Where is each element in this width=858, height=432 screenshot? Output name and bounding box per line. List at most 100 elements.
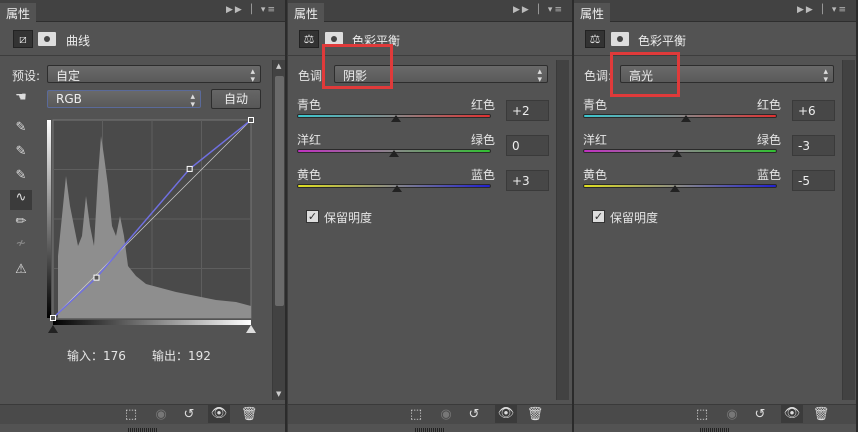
resize-grip[interactable] (415, 428, 445, 432)
slider-left-label: 洋红 (297, 133, 322, 147)
clip-to-layer-icon[interactable]: ⬚ (124, 407, 138, 422)
layer-mask-icon[interactable] (38, 32, 56, 46)
curve-control-point[interactable] (186, 165, 193, 172)
slider-value-field[interactable]: -5 (792, 170, 835, 191)
scrollbar-thumb[interactable] (275, 76, 284, 306)
tone-value: 阴影 (343, 69, 368, 83)
visibility-eye-icon[interactable]: 👁 (781, 405, 803, 423)
reset-icon[interactable]: ↺ (468, 407, 480, 422)
color-balance-panel: 属性 ▶▶ │ ▾≡ ⚖ 色彩平衡 色调: 高光 ▴ ▾ 青色 红色 +6 洋红 绿色 -… (574, 0, 858, 432)
clipping-warning-icon[interactable]: ⚠ (15, 262, 27, 277)
tab-bar: 属性 ▶▶ │ ▾≡ (288, 0, 572, 23)
panel-footer: ⬚ ◉ ↺ 👁 🗑 (288, 404, 572, 424)
scrollbar[interactable]: ▲ ▼ (272, 60, 285, 400)
preserve-luminosity-checkbox[interactable]: ✓ (592, 210, 605, 223)
slider-value-field[interactable]: -3 (792, 135, 835, 156)
hand-adjust-icon[interactable]: ☚ (15, 90, 27, 105)
input-readout: 输入：176 (67, 349, 126, 363)
curves-graph[interactable] (46, 116, 258, 334)
channel-dropdown[interactable]: RGB ▴ ▾ (47, 90, 201, 110)
slider-thumb[interactable] (672, 150, 683, 157)
pencil-icon[interactable]: ✏ (15, 214, 27, 229)
updown-icon: ▴ ▾ (250, 67, 255, 85)
delete-icon[interactable]: 🗑 (526, 407, 544, 422)
tone-dropdown[interactable]: 高光 ▴ ▾ (620, 65, 834, 85)
slider-left-label: 青色 (583, 98, 608, 112)
slider-value-field[interactable]: 0 (506, 135, 549, 156)
preset-label: 预设: (12, 69, 41, 83)
panel-menu-icon[interactable]: ▶▶ │ ▾≡ (225, 5, 277, 15)
view-previous-icon[interactable]: ◉ (726, 407, 738, 422)
slider-left-label: 黄色 (583, 168, 608, 182)
curve-control-point[interactable] (248, 117, 254, 123)
panel-footer: ⬚ ◉ ↺ 👁 🗑 (0, 404, 285, 424)
curves-adjustment-icon[interactable]: ⧄ (13, 30, 33, 48)
tab-properties[interactable]: 属性 (0, 3, 37, 23)
tab-bar: 属性 ▶▶ │ ▾≡ (574, 0, 856, 23)
channel-value: RGB (56, 92, 82, 106)
slider-thumb[interactable] (680, 115, 691, 122)
reset-icon[interactable]: ↺ (754, 407, 766, 422)
tone-label: 色调: (584, 69, 613, 83)
curve-line[interactable] (52, 119, 252, 319)
visibility-eye-icon[interactable]: 👁 (208, 405, 230, 423)
delete-icon[interactable]: 🗑 (812, 407, 830, 422)
smooth-icon[interactable]: ≁ (15, 236, 27, 251)
slider-thumb[interactable] (390, 115, 401, 122)
delete-icon[interactable]: 🗑 (240, 407, 258, 422)
curve-control-point[interactable] (93, 274, 100, 281)
view-previous-icon[interactable]: ◉ (155, 407, 167, 422)
slider-value-field[interactable]: +3 (506, 170, 549, 191)
updown-icon: ▴ ▾ (190, 92, 195, 110)
tone-dropdown[interactable]: 阴影 ▴ ▾ (334, 65, 548, 85)
highlight-annotation-box (322, 44, 393, 89)
resize-grip[interactable] (700, 428, 730, 432)
slider-value-field[interactable]: +6 (792, 100, 835, 121)
slider-value-field[interactable]: +2 (506, 100, 549, 121)
panel-menu-icon[interactable]: ▶▶ │ ▾≡ (512, 5, 564, 15)
view-previous-icon[interactable]: ◉ (440, 407, 452, 422)
scrollbar[interactable] (842, 60, 855, 400)
slider-thumb[interactable] (391, 185, 402, 192)
preset-value: 自定 (56, 69, 81, 83)
tab-bar: 属性 ▶▶ │ ▾≡ (0, 0, 285, 23)
visibility-eye-icon[interactable]: 👁 (495, 405, 517, 423)
slider-thumb[interactable] (389, 150, 399, 157)
slider-left-label: 青色 (297, 98, 322, 112)
resize-grip[interactable] (127, 428, 158, 432)
scrollbar[interactable] (556, 60, 569, 400)
slider-right-label: 红色 (471, 98, 496, 112)
clip-to-layer-icon[interactable]: ⬚ (695, 407, 709, 422)
reset-icon[interactable]: ↺ (183, 407, 195, 422)
black-eyedropper-icon[interactable]: ✎ (15, 120, 27, 135)
slider-right-label: 绿色 (471, 133, 496, 147)
preserve-luminosity-label: 保留明度 (610, 211, 659, 225)
tone-value: 高光 (629, 69, 654, 83)
highlight-annotation-box (610, 52, 680, 97)
color-balance-icon[interactable]: ⚖ (585, 30, 605, 48)
clip-to-layer-icon[interactable]: ⬚ (409, 407, 423, 422)
panel-header: ⧄ 曲线 (0, 22, 285, 56)
curve-control-point[interactable] (50, 315, 56, 321)
color-slider-track[interactable] (583, 114, 777, 118)
preserve-luminosity-checkbox[interactable]: ✓ (306, 210, 319, 223)
tab-properties[interactable]: 属性 (288, 3, 325, 23)
output-readout: 输出：192 (152, 349, 211, 363)
preset-dropdown[interactable]: 自定 ▴ ▾ (47, 65, 261, 85)
layer-mask-icon[interactable] (611, 32, 629, 46)
slider-thumb[interactable] (670, 185, 681, 192)
panel-header: ⚖ 色彩平衡 (574, 22, 856, 56)
white-eyedropper-icon[interactable]: ✎ (15, 168, 27, 183)
layer-mask-icon[interactable] (325, 32, 343, 46)
panel-menu-icon[interactable]: ▶▶ │ ▾≡ (796, 5, 848, 15)
curves-properties-panel: 属性 ▶▶ │ ▾≡ ⧄ 曲线 预设: 自定 ▴ ▾ ☚ RGB ▴ ▾ 自动 ✎ ✎ … (0, 0, 287, 432)
color-balance-icon[interactable]: ⚖ (299, 30, 319, 48)
gray-eyedropper-icon[interactable]: ✎ (15, 144, 27, 159)
panel-title: 曲线 (66, 34, 91, 48)
preserve-luminosity-label: 保留明度 (324, 211, 373, 225)
curve-tool-icon[interactable]: ∿ (10, 190, 32, 210)
tab-properties[interactable]: 属性 (574, 3, 611, 23)
updown-icon: ▴ ▾ (537, 67, 542, 85)
slider-right-label: 蓝色 (471, 168, 496, 182)
auto-button[interactable]: 自动 (211, 89, 261, 109)
